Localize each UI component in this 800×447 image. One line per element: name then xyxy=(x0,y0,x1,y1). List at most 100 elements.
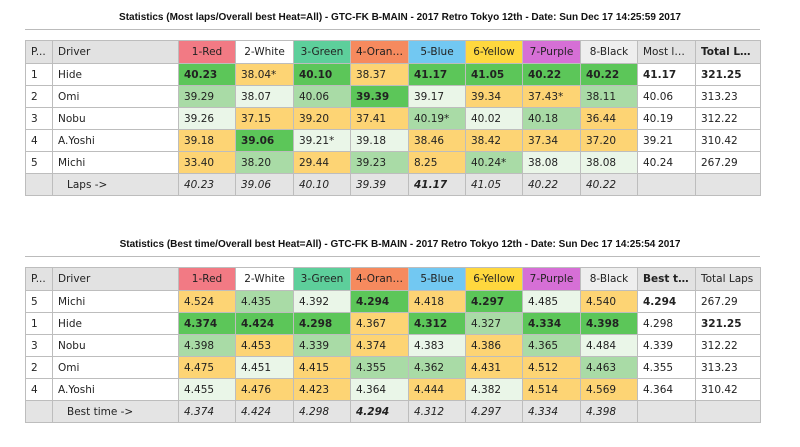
lane-value-cell: 8.25 xyxy=(408,151,466,174)
lane-value-cell: 38.20 xyxy=(235,151,294,174)
column-header-3-green[interactable]: 3-Green xyxy=(293,40,351,64)
lane-value-cell: 40.22 xyxy=(580,63,638,86)
lane-value-cell: 40.10 xyxy=(293,63,351,86)
column-header-total-laps[interactable]: Total Laps xyxy=(695,40,761,64)
table-row[interactable]: 5 Michi 4.524 4.435 4.392 4.294 4.418 4.297 4.48… xyxy=(25,290,761,313)
column-header-6-yellow[interactable]: 6-Yellow xyxy=(465,267,523,291)
lane-value-cell: 37.34 xyxy=(522,129,581,152)
table-row[interactable]: 2 Omi 39.29 38.07 40.06 39.39 39.17 39.34 37.43*… xyxy=(25,85,761,108)
lane-value-cell: 39.26 xyxy=(178,107,236,130)
footer-value-cell: 4.298 xyxy=(293,400,351,423)
total-laps-cell: 313.23 xyxy=(695,85,761,108)
column-header-8-black[interactable]: 8-Black xyxy=(580,40,638,64)
driver-name-cell: A.Yoshi xyxy=(52,129,179,152)
column-header-4-orange[interactable]: 4-Orange xyxy=(350,40,409,64)
column-header-7-purple[interactable]: 7-Purple xyxy=(522,267,581,291)
column-header-7-purple[interactable]: 7-Purple xyxy=(522,40,581,64)
table-row[interactable]: 4 A.Yoshi 4.455 4.476 4.423 4.364 4.444 4.382 4.… xyxy=(25,378,761,401)
lane-value-cell: 4.455 xyxy=(178,378,236,401)
column-header-6-yellow[interactable]: 6-Yellow xyxy=(465,40,523,64)
column-header-8-black[interactable]: 8-Black xyxy=(580,267,638,291)
best-value-cell: 4.294 xyxy=(637,290,696,313)
lane-value-cell: 4.294 xyxy=(350,290,409,313)
total-laps-cell: 321.25 xyxy=(695,63,761,86)
column-header-2-white[interactable]: 2-White xyxy=(235,267,294,291)
column-header-5-blue[interactable]: 5-Blue xyxy=(408,267,466,291)
best-value-cell: 4.298 xyxy=(637,312,696,335)
lane-value-cell: 39.06 xyxy=(235,129,294,152)
lane-value-cell: 4.453 xyxy=(235,334,294,357)
total-laps-cell: 310.42 xyxy=(695,378,761,401)
best-value-cell: 40.06 xyxy=(637,85,696,108)
table-row[interactable]: 2 Omi 4.475 4.451 4.415 4.355 4.362 4.431 4.512 4… xyxy=(25,356,761,379)
lane-value-cell: 39.18 xyxy=(350,129,409,152)
column-header-driver[interactable]: Driver xyxy=(52,267,179,291)
footer-value-cell: 4.374 xyxy=(178,400,236,423)
lane-value-cell: 38.42 xyxy=(465,129,523,152)
lane-value-cell: 4.312 xyxy=(408,312,466,335)
footer-empty-cell xyxy=(25,400,53,423)
lane-value-cell: 40.19* xyxy=(408,107,466,130)
column-header-1-red[interactable]: 1-Red xyxy=(178,40,236,64)
column-header-most-laps[interactable]: Most laps xyxy=(637,40,696,64)
column-header-p[interactable]: P... xyxy=(25,267,53,291)
stats-title-most-laps: Statistics (Most laps/Overall best Heat=… xyxy=(119,12,681,23)
column-header-driver[interactable]: Driver xyxy=(52,40,179,64)
column-header-5-blue[interactable]: 5-Blue xyxy=(408,40,466,64)
column-header-3-green[interactable]: 3-Green xyxy=(293,267,351,291)
lane-value-cell: 4.431 xyxy=(465,356,523,379)
table-row[interactable]: 1 Hide 40.23 38.04* 40.10 38.37 41.17 41.05 40.2… xyxy=(25,63,761,86)
most-laps-table: P... Driver 1-Red 2-White 3-Green 4-Orange 5-B… xyxy=(25,40,761,196)
table-row[interactable]: 3 Nobu 4.398 4.453 4.339 4.374 4.383 4.386 4.365… xyxy=(25,334,761,357)
lane-value-cell: 4.424 xyxy=(235,312,294,335)
lane-value-cell: 38.08 xyxy=(522,151,581,174)
driver-name-cell: Michi xyxy=(52,151,179,174)
driver-name-cell: Omi xyxy=(52,85,179,108)
total-laps-cell: 312.22 xyxy=(695,107,761,130)
footer-value-cell: 41.17 xyxy=(408,173,466,196)
lane-value-cell: 37.15 xyxy=(235,107,294,130)
lane-value-cell: 4.298 xyxy=(293,312,351,335)
footer-value-cell: 40.22 xyxy=(580,173,638,196)
lane-value-cell: 38.04* xyxy=(235,63,294,86)
lane-value-cell: 39.18 xyxy=(178,129,236,152)
position-cell: 1 xyxy=(25,63,53,86)
footer-empty-cell xyxy=(25,173,53,196)
footer-value-cell: 40.22 xyxy=(522,173,581,196)
column-header-best-ti[interactable]: Best ti... xyxy=(637,267,696,291)
footer-value-cell xyxy=(695,400,761,423)
lane-value-cell: 4.484 xyxy=(580,334,638,357)
footer-value-cell: 4.334 xyxy=(522,400,581,423)
lane-value-cell: 40.23 xyxy=(178,63,236,86)
lane-value-cell: 4.475 xyxy=(178,356,236,379)
lane-value-cell: 39.39 xyxy=(350,85,409,108)
best-value-cell: 4.364 xyxy=(637,378,696,401)
column-header-total-laps[interactable]: Total Laps xyxy=(695,267,761,291)
footer-value-cell: 39.06 xyxy=(235,173,294,196)
footer-value-cell: 4.312 xyxy=(408,400,466,423)
driver-name-cell: Nobu xyxy=(52,334,179,357)
lane-value-cell: 37.41 xyxy=(350,107,409,130)
lane-value-cell: 4.383 xyxy=(408,334,466,357)
lane-value-cell: 39.21* xyxy=(293,129,351,152)
table-row[interactable]: 4 A.Yoshi 39.18 39.06 39.21* 39.18 38.46 38.42 3… xyxy=(25,129,761,152)
table-row[interactable]: 1 Hide 4.374 4.424 4.298 4.367 4.312 4.327 4.334… xyxy=(25,312,761,335)
lane-value-cell: 4.392 xyxy=(293,290,351,313)
position-cell: 2 xyxy=(25,356,53,379)
divider xyxy=(25,29,760,30)
footer-value-cell: 4.424 xyxy=(235,400,294,423)
position-cell: 3 xyxy=(25,107,53,130)
position-cell: 5 xyxy=(25,151,53,174)
column-header-1-red[interactable]: 1-Red xyxy=(178,267,236,291)
footer-row: Best time -> 4.374 4.424 4.298 4.294 4.312 4.2… xyxy=(25,400,761,423)
lane-value-cell: 4.297 xyxy=(465,290,523,313)
column-header-2-white[interactable]: 2-White xyxy=(235,40,294,64)
lane-value-cell: 4.569 xyxy=(580,378,638,401)
driver-name-cell: Nobu xyxy=(52,107,179,130)
column-header-4-orange[interactable]: 4-Orange xyxy=(350,267,409,291)
table-row[interactable]: 3 Nobu 39.26 37.15 39.20 37.41 40.19* 40.02 40.1… xyxy=(25,107,761,130)
stats-title-best-time: Statistics (Best time/Overall best Heat=… xyxy=(119,239,681,250)
column-header-p[interactable]: P... xyxy=(25,40,53,64)
table-row[interactable]: 5 Michi 33.40 38.20 29.44 39.23 8.25 40.24* 38.0… xyxy=(25,151,761,174)
lane-value-cell: 39.20 xyxy=(293,107,351,130)
